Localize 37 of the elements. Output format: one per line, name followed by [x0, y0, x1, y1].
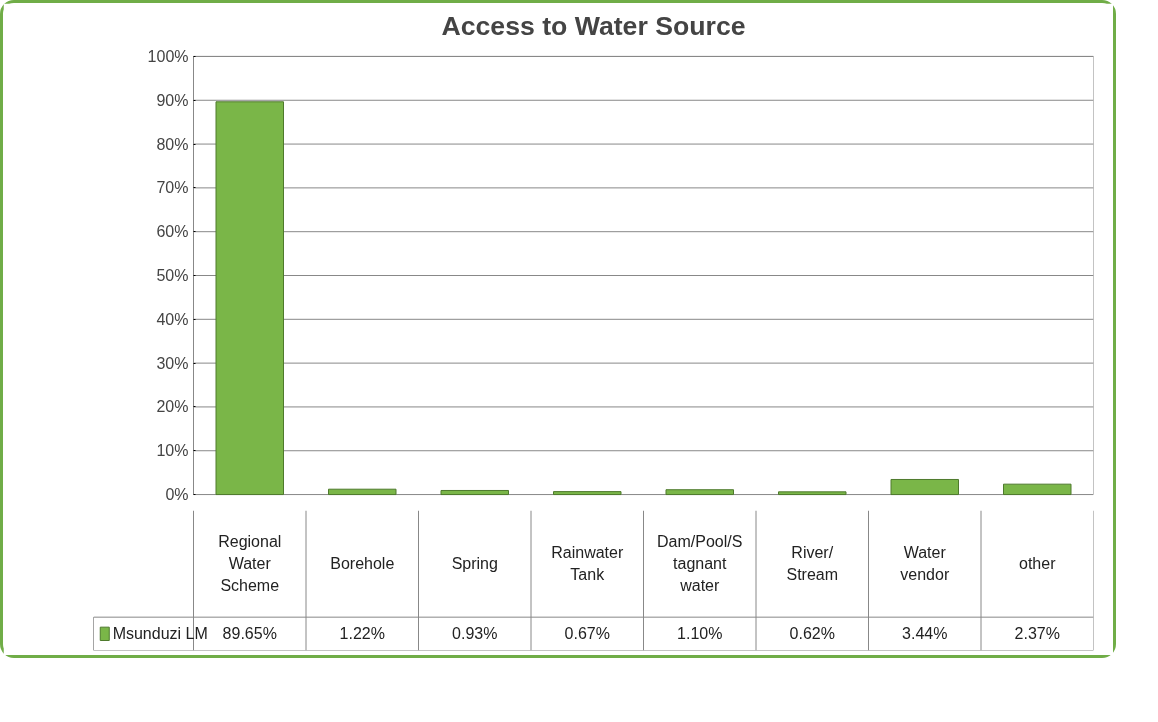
chart-title: Access to Water Source: [441, 10, 746, 41]
x-tick-label: Regional Water Scheme: [218, 533, 282, 595]
x-tick-label: other: [1019, 555, 1057, 573]
data-label: 2.37%: [1014, 625, 1060, 643]
y-tick-label: 70%: [156, 179, 189, 197]
bar: [890, 478, 959, 496]
x-tick-label: Dam/Pool/Stagnant water: [657, 533, 743, 595]
y-tick-label: 50%: [156, 267, 189, 284]
x-tick-label: River/ Stream: [786, 544, 839, 584]
data-label: 0.93%: [452, 625, 498, 643]
legend-label: Msunduzi LM: [112, 625, 208, 643]
bar: [1003, 483, 1072, 496]
x-tick-label: Rainwater Tank: [551, 544, 624, 584]
y-tick-label: 100%: [147, 47, 189, 65]
data-label: 0.67%: [564, 625, 610, 643]
data-label: 89.65%: [222, 625, 277, 643]
y-tick-label: 0%: [165, 486, 189, 504]
data-label: 0.62%: [789, 625, 835, 643]
y-tick-label: 40%: [156, 310, 189, 328]
y-tick-label: 80%: [156, 135, 189, 153]
data-label: 1.10%: [677, 625, 723, 643]
y-tick-label: 30%: [156, 354, 189, 372]
bar: [328, 488, 397, 496]
y-tick-label: 60%: [156, 223, 189, 241]
data-label: 1.22%: [339, 625, 385, 643]
bar: [778, 491, 847, 496]
bar: [553, 491, 622, 496]
x-tick-label: Water vendor: [900, 544, 950, 584]
y-tick-label: 90%: [156, 91, 189, 109]
data-label: 3.44%: [902, 625, 948, 643]
x-tick-label: Borehole: [330, 555, 395, 573]
bar: [215, 101, 284, 496]
bar: [440, 489, 509, 496]
bar: [665, 489, 734, 496]
x-tick-label: Spring: [451, 555, 498, 573]
y-tick-label: 20%: [156, 398, 189, 416]
y-tick-label: 10%: [156, 442, 189, 460]
